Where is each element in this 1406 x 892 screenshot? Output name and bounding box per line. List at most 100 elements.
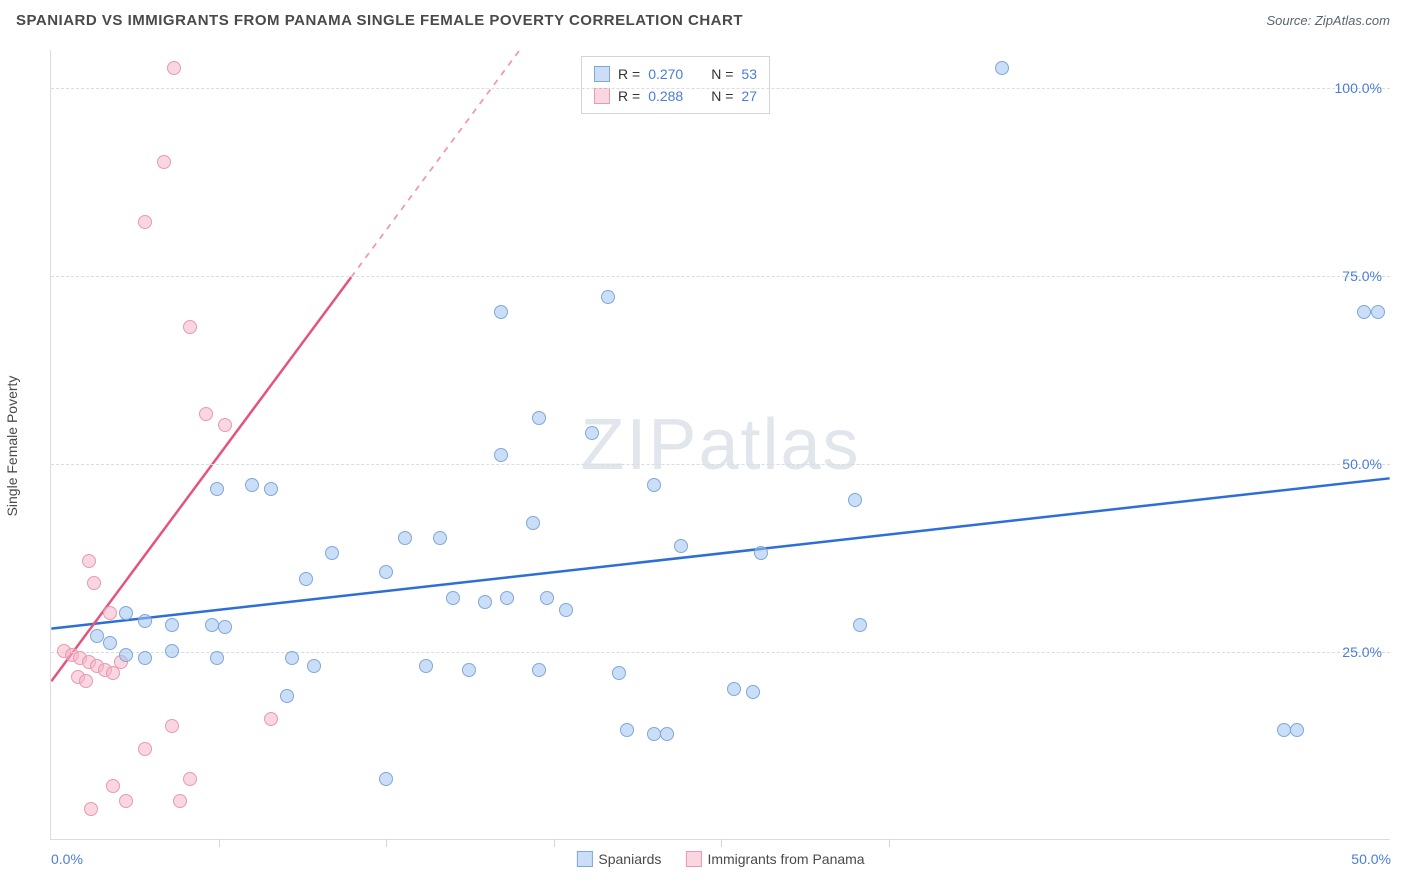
r-value: 0.288 xyxy=(648,88,683,104)
data-point xyxy=(995,61,1009,75)
y-tick-label: 75.0% xyxy=(1342,268,1382,284)
legend-label: Spaniards xyxy=(598,851,661,867)
data-point xyxy=(103,606,117,620)
data-point xyxy=(79,674,93,688)
trend-line-solid xyxy=(51,277,351,681)
n-value: 53 xyxy=(741,66,757,82)
series-legend: Spaniards Immigrants from Panama xyxy=(576,851,864,867)
data-point xyxy=(84,802,98,816)
gridline xyxy=(51,652,1390,653)
data-point xyxy=(264,482,278,496)
y-axis-label: Single Female Poverty xyxy=(4,376,20,517)
data-point xyxy=(1290,723,1304,737)
data-point xyxy=(138,742,152,756)
data-point xyxy=(419,659,433,673)
chart-source: Source: ZipAtlas.com xyxy=(1266,13,1390,28)
data-point xyxy=(532,663,546,677)
gridline xyxy=(51,88,1390,89)
source-prefix: Source: xyxy=(1266,13,1314,28)
legend-swatch xyxy=(576,851,592,867)
n-value: 27 xyxy=(741,88,757,104)
scatter-plot-area: ZIPatlas R =0.270N =53R =0.288N =27 Span… xyxy=(50,50,1390,840)
data-point xyxy=(199,407,213,421)
data-point xyxy=(165,719,179,733)
data-point xyxy=(299,572,313,586)
data-point xyxy=(379,565,393,579)
data-point xyxy=(138,215,152,229)
x-tick xyxy=(554,839,555,847)
data-point xyxy=(157,155,171,169)
r-label: R = xyxy=(618,66,640,82)
x-tick-label: 0.0% xyxy=(51,851,83,867)
data-point xyxy=(87,576,101,590)
chart-title: SPANIARD VS IMMIGRANTS FROM PANAMA SINGL… xyxy=(16,12,743,29)
watermark-bold: ZIP xyxy=(580,405,698,485)
x-tick xyxy=(219,839,220,847)
data-point xyxy=(853,618,867,632)
data-point xyxy=(746,685,760,699)
r-value: 0.270 xyxy=(648,66,683,82)
data-point xyxy=(647,478,661,492)
n-label: N = xyxy=(711,66,733,82)
data-point xyxy=(264,712,278,726)
data-point xyxy=(285,651,299,665)
legend-row: R = 0.270 N = 53 xyxy=(594,63,757,85)
trend-line-solid xyxy=(51,478,1389,628)
data-point xyxy=(462,663,476,677)
data-point xyxy=(500,591,514,605)
data-point xyxy=(103,636,117,650)
data-point xyxy=(165,644,179,658)
data-point xyxy=(379,772,393,786)
data-point xyxy=(601,290,615,304)
data-point xyxy=(218,620,232,634)
x-tick xyxy=(721,839,722,847)
data-point xyxy=(433,531,447,545)
correlation-legend: R =0.270N =53R =0.288N =27 xyxy=(581,56,770,114)
trend-line-dashed xyxy=(351,50,520,277)
data-point xyxy=(165,618,179,632)
data-point xyxy=(307,659,321,673)
data-point xyxy=(620,723,634,737)
data-point xyxy=(205,618,219,632)
data-point xyxy=(245,478,259,492)
y-tick-label: 100.0% xyxy=(1335,80,1382,96)
gridline xyxy=(51,464,1390,465)
data-point xyxy=(540,591,554,605)
data-point xyxy=(754,546,768,560)
data-point xyxy=(1357,305,1371,319)
x-tick xyxy=(386,839,387,847)
data-point xyxy=(90,629,104,643)
legend-swatch xyxy=(594,66,610,82)
data-point xyxy=(210,651,224,665)
data-point xyxy=(398,531,412,545)
trend-lines-layer xyxy=(51,50,1390,839)
data-point xyxy=(647,727,661,741)
data-point xyxy=(119,648,133,662)
data-point xyxy=(494,305,508,319)
legend-item: Spaniards xyxy=(576,851,661,867)
data-point xyxy=(280,689,294,703)
data-point xyxy=(173,794,187,808)
data-point xyxy=(82,554,96,568)
x-tick-label: 50.0% xyxy=(1351,851,1391,867)
data-point xyxy=(325,546,339,560)
data-point xyxy=(660,727,674,741)
data-point xyxy=(526,516,540,530)
data-point xyxy=(1371,305,1385,319)
data-point xyxy=(478,595,492,609)
data-point xyxy=(446,591,460,605)
y-tick-label: 50.0% xyxy=(1342,456,1382,472)
gridline xyxy=(51,276,1390,277)
data-point xyxy=(612,666,626,680)
data-point xyxy=(727,682,741,696)
data-point xyxy=(167,61,181,75)
legend-item: Immigrants from Panama xyxy=(685,851,864,867)
data-point xyxy=(674,539,688,553)
legend-swatch xyxy=(685,851,701,867)
chart-header: SPANIARD VS IMMIGRANTS FROM PANAMA SINGL… xyxy=(0,0,1406,40)
data-point xyxy=(183,320,197,334)
r-label: R = xyxy=(618,88,640,104)
data-point xyxy=(218,418,232,432)
watermark: ZIPatlas xyxy=(580,404,860,486)
data-point xyxy=(210,482,224,496)
